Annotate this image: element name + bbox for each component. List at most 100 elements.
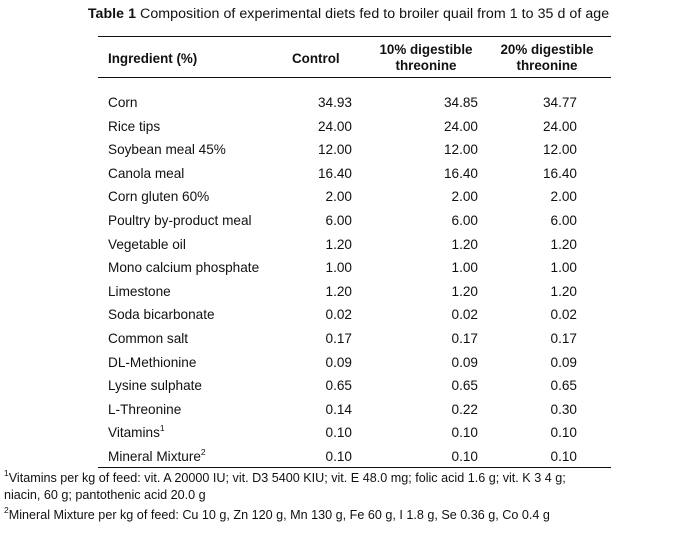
control-value: 1.00: [325, 260, 352, 276]
dig20-value: 16.40: [542, 165, 577, 181]
table-top-rule: [98, 36, 611, 37]
dig10-value: 24.00: [443, 118, 478, 134]
table-row: Vitamins1 0.10 0.10 0.10: [0, 424, 697, 446]
ingredient-cell: L-Threonine: [108, 401, 181, 419]
dig20-value: 1.20: [550, 236, 577, 252]
ingredient-name: L-Threonine: [108, 401, 182, 417]
dig10-value: 1.20: [451, 236, 478, 252]
table-row: Common salt 0.17 0.17 0.17: [0, 330, 697, 352]
dig10-value: 0.22: [451, 401, 478, 417]
header-20pct-threonine: 20% digestible threonine: [485, 42, 609, 74]
control-value: 0.02: [325, 307, 352, 323]
table-row: Soybean meal 45% 12.00 12.00 12.00: [0, 141, 697, 163]
header-10pct-line1: 10% digestible: [379, 42, 473, 57]
dig20-value: 0.65: [550, 378, 577, 394]
header-bottom-rule: [98, 77, 611, 78]
footnote-ref: 2: [200, 447, 206, 457]
header-20pct-line1: 20% digestible: [500, 42, 594, 57]
footnote-minerals: 2Mineral Mixture per kg of feed: Cu 10 g…: [4, 505, 694, 524]
table-label: Table 1: [87, 6, 137, 22]
ingredient-cell: Mineral Mixture2: [108, 448, 206, 466]
footnote-2-marker: 2: [4, 505, 9, 515]
table-row: Canola meal 16.40 16.40 16.40: [0, 165, 697, 187]
table-row: Mineral Mixture2 0.10 0.10 0.10: [0, 448, 697, 470]
ingredient-name: Vitamins: [108, 425, 160, 441]
control-value: 0.65: [325, 378, 352, 394]
dig10-value: 0.10: [451, 425, 478, 441]
table-row: Corn 34.93 34.85 34.77: [0, 94, 697, 116]
dig10-value: 2.00: [451, 189, 478, 205]
control-value: 12.00: [317, 142, 352, 158]
dig10-value: 0.10: [451, 449, 478, 464]
ingredient-cell: Limestone: [108, 283, 171, 301]
header-10pct-line2: threonine: [395, 58, 457, 73]
ingredient-cell: DL-Methionine: [108, 354, 196, 372]
ingredient-name: Soybean meal 45%: [108, 142, 226, 158]
table-row: Lysine sulphate 0.65 0.65 0.65: [0, 377, 697, 399]
table-row: Limestone 1.20 1.20 1.20: [0, 283, 697, 305]
ingredient-name: Corn gluten 60%: [108, 189, 210, 205]
dig20-value: 0.09: [550, 354, 577, 370]
dig20-value: 24.00: [542, 118, 577, 134]
table-row: Soda bicarbonate 0.02 0.02 0.02: [0, 306, 697, 328]
ingredient-name: Soda bicarbonate: [108, 307, 215, 323]
dig20-value: 12.00: [542, 142, 577, 158]
control-value: 0.14: [325, 401, 352, 417]
table-row: Poultry by-product meal 6.00 6.00 6.00: [0, 212, 697, 234]
control-value: 0.10: [325, 425, 352, 441]
ingredient-name: Mineral Mixture: [108, 449, 201, 464]
ingredient-cell: Mono calcium phosphate: [108, 259, 259, 277]
ingredient-name: Limestone: [108, 283, 171, 299]
control-value: 1.20: [325, 283, 352, 299]
header-control: Control: [292, 51, 340, 66]
footnote-ref: 1: [159, 423, 165, 434]
header-20pct-line2: threonine: [516, 58, 578, 73]
dig10-value: 0.09: [451, 354, 478, 370]
ingredient-name: Rice tips: [108, 118, 161, 134]
ingredient-cell: Vegetable oil: [108, 236, 186, 254]
footnote-1-line2: niacin, 60 g; pantothenic acid 20.0 g: [4, 488, 206, 502]
ingredient-name: DL-Methionine: [108, 354, 197, 370]
table-row: Corn gluten 60% 2.00 2.00 2.00: [0, 188, 697, 210]
dig10-value: 1.20: [451, 283, 478, 299]
ingredient-name: Vegetable oil: [108, 236, 186, 252]
dig10-value: 1.00: [451, 260, 478, 276]
table-row: L-Threonine 0.14 0.22 0.30: [0, 401, 697, 423]
dig20-value: 0.17: [550, 331, 577, 346]
ingredient-name: Mono calcium phosphate: [108, 260, 260, 276]
control-value: 24.00: [317, 118, 352, 134]
dig10-value: 0.17: [451, 331, 478, 346]
ingredient-cell: Common salt: [108, 330, 188, 348]
dig10-value: 0.65: [451, 378, 478, 394]
control-value: 16.40: [317, 165, 352, 181]
table-row: Vegetable oil 1.20 1.20 1.20: [0, 236, 697, 258]
control-value: 1.20: [325, 236, 352, 252]
ingredient-cell: Corn gluten 60%: [108, 188, 209, 206]
dig20-value: 2.00: [550, 189, 577, 205]
dig10-value: 6.00: [451, 213, 478, 228]
footnote-1-marker: 1: [4, 468, 9, 478]
ingredient-cell: Soybean meal 45%: [108, 141, 226, 159]
table-row: Mono calcium phosphate 1.00 1.00 1.00: [0, 259, 697, 281]
footnote-vitamins: 1Vitamins per kg of feed: vit. A 20000 I…: [4, 468, 694, 504]
control-value: 0.17: [325, 331, 352, 346]
table-bottom-rule: [98, 467, 611, 468]
ingredient-cell: Poultry by-product meal: [108, 212, 252, 230]
ingredient-name: Common salt: [108, 331, 189, 346]
dig20-value: 0.10: [550, 425, 577, 441]
ingredient-name: Poultry by-product meal: [108, 213, 252, 228]
control-value: 34.93: [317, 95, 352, 110]
dig20-value: 1.20: [550, 283, 577, 299]
ingredient-cell: Canola meal: [108, 165, 184, 183]
dig20-value: 0.10: [550, 449, 577, 464]
ingredient-cell: Corn: [108, 94, 137, 112]
header-10pct-threonine: 10% digestible threonine: [364, 42, 488, 74]
ingredient-name: Lysine sulphate: [108, 378, 202, 394]
dig10-value: 0.02: [451, 307, 478, 323]
ingredient-cell: Lysine sulphate: [108, 377, 202, 395]
control-value: 0.10: [325, 449, 352, 464]
table-caption: Table 1 Composition of experimental diet…: [0, 6, 697, 22]
dig20-value: 0.30: [550, 401, 577, 417]
dig20-value: 0.02: [550, 307, 577, 323]
dig10-value: 12.00: [443, 142, 478, 158]
